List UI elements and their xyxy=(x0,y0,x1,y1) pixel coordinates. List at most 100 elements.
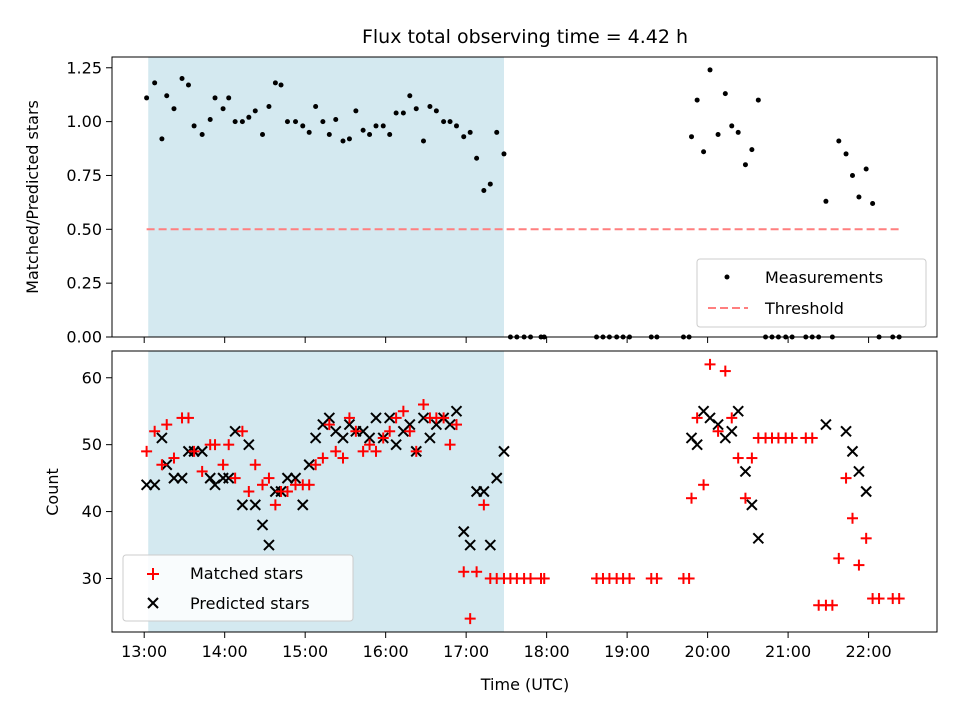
matched-star-point xyxy=(840,472,852,484)
x-axis-label: Time (UTC) xyxy=(480,675,569,694)
predicted-star-point xyxy=(297,499,309,511)
predicted-star-point xyxy=(303,459,315,471)
measurement-point xyxy=(707,67,713,73)
measurement-point xyxy=(474,155,480,161)
predicted-star-point xyxy=(148,479,161,491)
predicted-star-point xyxy=(370,412,382,424)
matched-star-point xyxy=(281,486,293,497)
measurement-point xyxy=(284,119,290,125)
predicted-star-point xyxy=(846,445,859,458)
matched-star-point xyxy=(217,459,229,471)
matched-star-point xyxy=(156,459,168,471)
predicted-star-point xyxy=(249,499,261,511)
measurement-points xyxy=(144,67,902,340)
measurement-point xyxy=(407,93,413,99)
matched-star-point xyxy=(826,599,838,611)
matched-stars-points xyxy=(141,358,905,625)
measurement-point xyxy=(843,151,849,157)
measurement-point xyxy=(836,138,842,144)
x-tick-label: 22:00 xyxy=(846,642,892,661)
top-y-tick-label: 0.50 xyxy=(66,220,102,239)
bottom-y-axis-label: Count xyxy=(43,468,62,516)
matched-star-point xyxy=(458,566,470,578)
measurement-point xyxy=(689,134,695,140)
predicted-star-point xyxy=(383,412,396,424)
predicted-star-point xyxy=(450,405,463,417)
matched-star-point xyxy=(719,365,731,377)
measurement-point xyxy=(164,93,170,99)
measurement-point xyxy=(501,151,507,157)
predicted-star-point xyxy=(156,432,168,444)
predicted-star-point xyxy=(752,532,765,545)
predicted-star-point xyxy=(323,412,336,424)
top-y-axis-label: Matched/Predicted stars xyxy=(23,100,42,294)
legend-matched-marker xyxy=(147,568,159,580)
matched-star-point xyxy=(853,559,865,571)
measurement-point xyxy=(715,132,721,138)
matched-star-point xyxy=(833,552,845,564)
predicted-star-point xyxy=(464,539,476,551)
measurement-point xyxy=(185,82,191,88)
matched-star-point xyxy=(686,492,698,504)
measurement-point xyxy=(266,104,272,110)
matched-star-point xyxy=(257,479,269,491)
measurement-point xyxy=(220,106,226,112)
matched-star-point xyxy=(269,499,281,511)
matched-star-point xyxy=(450,419,462,431)
measurement-point xyxy=(293,119,299,125)
predicted-star-point xyxy=(484,539,496,551)
measurement-point xyxy=(722,91,728,97)
matched-star-point xyxy=(478,499,490,511)
measurement-point xyxy=(232,119,238,125)
measurement-point xyxy=(413,106,419,112)
predicted-star-point xyxy=(223,472,235,484)
matched-star-point xyxy=(229,472,241,484)
x-tick-label: 15:00 xyxy=(282,642,328,661)
matched-star-point xyxy=(726,412,738,424)
measurement-point xyxy=(207,116,213,122)
predicted-star-point xyxy=(712,418,724,431)
matched-star-point xyxy=(182,412,194,424)
predicted-star-point xyxy=(840,425,852,437)
measurement-point xyxy=(427,104,433,110)
matched-star-point xyxy=(350,425,362,437)
predicted-star-point xyxy=(491,472,503,484)
predicted-star-point xyxy=(309,432,322,444)
matched-star-point xyxy=(249,459,261,471)
legend-predicted-label: Predicted stars xyxy=(190,594,310,613)
matched-star-point xyxy=(168,452,180,464)
measurement-point xyxy=(373,123,379,129)
matched-star-point xyxy=(223,439,235,451)
matched-star-point xyxy=(525,572,537,584)
bottom-y-axis: 30 40 50 60 xyxy=(82,368,112,588)
matched-star-point xyxy=(188,445,200,457)
measurement-point xyxy=(481,188,487,194)
measurement-point xyxy=(159,136,165,142)
x-tick-label: 18:00 xyxy=(524,642,570,661)
measurement-point xyxy=(420,138,426,144)
measurement-point xyxy=(870,200,876,206)
predicted-star-point xyxy=(732,405,744,417)
measurement-point xyxy=(467,129,473,135)
matched-star-point xyxy=(732,452,744,464)
measurement-point xyxy=(487,181,493,187)
top-legend-box xyxy=(696,258,927,328)
matched-star-point xyxy=(357,445,369,457)
bottom-y-tick-label: 30 xyxy=(82,569,102,588)
matched-star-point xyxy=(624,572,636,584)
matched-star-point xyxy=(417,399,429,411)
measurement-point xyxy=(306,129,312,135)
predicted-star-point xyxy=(243,438,255,451)
measurement-point xyxy=(199,132,205,138)
legend-measurements-label: Measurements xyxy=(765,268,883,287)
matched-star-point xyxy=(698,479,710,491)
measurement-point xyxy=(313,104,319,110)
top-shaded-span xyxy=(148,57,504,337)
measurement-point xyxy=(346,136,352,142)
matched-star-point xyxy=(149,425,161,437)
predicted-star-point xyxy=(424,432,436,444)
measurement-point xyxy=(360,127,366,133)
top-y-tick-label: 0.00 xyxy=(66,328,102,347)
measurement-point xyxy=(694,97,700,103)
